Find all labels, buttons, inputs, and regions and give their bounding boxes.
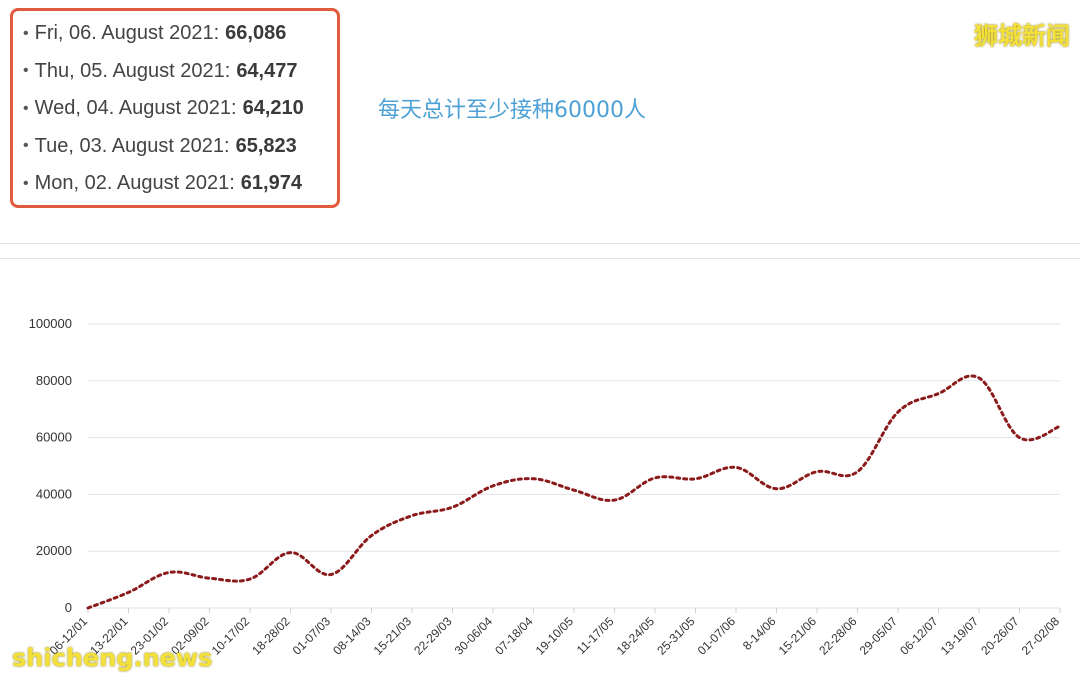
x-tick-label: 19-10/05 [533, 614, 577, 658]
y-tick-label: 20000 [36, 543, 72, 558]
summary-date: Tue, 03. August 2021: [34, 134, 230, 157]
x-tick-label: 22-28/06 [816, 614, 860, 658]
bullet-icon: • [23, 99, 29, 117]
bullet-icon: • [23, 174, 29, 192]
y-tick-label: 40000 [36, 486, 72, 501]
bullet-icon: • [23, 137, 29, 155]
divider-line [0, 258, 1080, 259]
x-tick-label: 08-14/03 [330, 614, 374, 658]
bullet-icon: • [23, 62, 29, 80]
summary-value: 64,210 [242, 97, 304, 120]
summary-row: • Tue, 03. August 2021: 65,823 [23, 128, 327, 166]
y-tick-label: 60000 [36, 430, 72, 445]
x-tick-label: 18-28/02 [249, 614, 293, 658]
x-tick-label: 13-19/07 [938, 614, 982, 658]
summary-value: 66,086 [225, 22, 287, 45]
chart-grid [88, 323, 1060, 609]
x-tick-label: 01-07/03 [290, 614, 334, 658]
x-tick-label: 8-14/06 [740, 614, 779, 653]
summary-row: • Mon, 02. August 2021: 61,974 [23, 165, 327, 203]
daily-summary-box: • Fri, 06. August 2021: 66,086 • Thu, 05… [10, 8, 340, 208]
y-axis-ticks: 0 20000 40000 60000 80000 100000 [29, 316, 72, 615]
x-tick-label: 18-24/05 [614, 614, 658, 658]
y-tick-label: 0 [65, 600, 72, 615]
summary-value: 65,823 [235, 134, 297, 157]
x-tick-label: 29-05/07 [857, 614, 901, 658]
watermark-logo-top: 狮城新闻 [974, 22, 1070, 50]
x-tick-label: 30-06/04 [452, 614, 496, 658]
y-tick-label: 80000 [36, 373, 72, 388]
summary-row: • Thu, 05. August 2021: 64,477 [23, 53, 327, 91]
watermark-logo-bottom: shicheng.news [12, 644, 213, 672]
summary-row: • Wed, 04. August 2021: 64,210 [23, 90, 327, 128]
y-tick-label: 100000 [29, 316, 72, 331]
x-tick-label: 10-17/02 [209, 614, 253, 658]
bullet-icon: • [23, 24, 29, 42]
summary-date: Mon, 02. August 2021: [34, 172, 235, 195]
series-line [86, 374, 1062, 610]
x-tick-label: 15-21/06 [776, 614, 820, 658]
x-tick-label: 22-29/03 [411, 614, 455, 658]
summary-value: 61,974 [240, 172, 302, 195]
summary-value: 64,477 [236, 59, 298, 82]
x-tick-label: 20-26/07 [978, 614, 1022, 658]
x-tick-label: 25-31/05 [654, 614, 698, 658]
summary-row: • Fri, 06. August 2021: 66,086 [23, 15, 327, 53]
summary-date: Fri, 06. August 2021: [34, 22, 220, 45]
x-tick-label: 27-02/08 [1019, 614, 1063, 658]
x-tick-label: 06-12/07 [897, 614, 941, 658]
x-tick-label: 07-18/04 [492, 614, 536, 658]
x-tick-label: 11-17/05 [574, 614, 617, 657]
daily-minimum-note: 每天总计至少接种60000人 [378, 98, 646, 123]
summary-date: Wed, 04. August 2021: [34, 97, 237, 120]
divider-line [0, 243, 1080, 244]
x-tick-label: 01-07/06 [695, 614, 739, 658]
x-tick-label: 15-21/03 [371, 614, 415, 658]
summary-date: Thu, 05. August 2021: [34, 59, 231, 82]
